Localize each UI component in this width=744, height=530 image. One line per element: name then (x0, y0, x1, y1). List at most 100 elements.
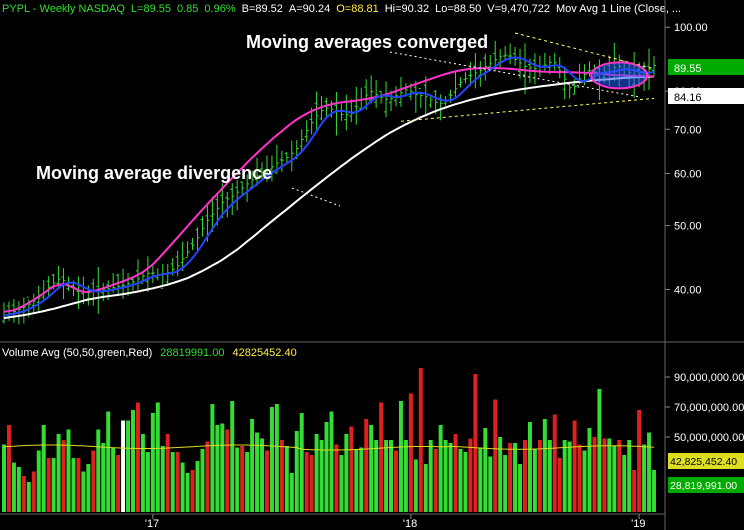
volume-bar (170, 452, 175, 512)
volume-bar (423, 464, 428, 512)
volume-bar (96, 429, 101, 512)
volume-bar (518, 464, 523, 512)
volume-bar (339, 455, 344, 512)
volume-bar (647, 432, 652, 512)
volume-bar (240, 446, 245, 512)
ma-line-slow (3, 75, 655, 320)
volume-bar (86, 464, 91, 512)
volume-bar (135, 402, 140, 512)
last-price-label: 89.55 (674, 63, 702, 75)
annotation-divergence: Moving average divergence (36, 163, 272, 183)
volume-bar (483, 428, 488, 512)
volume-bar (31, 471, 36, 512)
volume-bar (592, 437, 597, 512)
header-sep: - (30, 3, 40, 15)
ma-price-box (668, 88, 744, 104)
volume-bar (577, 444, 582, 512)
volume-bar (523, 440, 527, 512)
volume-bar (453, 434, 458, 512)
volume-axis-label: 70,000,000.00 (674, 402, 744, 414)
volume-bar (463, 452, 468, 512)
volume-header: Volume Avg (50,50,green,Red) 28819991.00 4… (2, 347, 297, 359)
volume-bar (111, 447, 116, 512)
volume-bar (101, 443, 106, 512)
volume-bar (642, 444, 647, 512)
volume-bar (537, 440, 542, 512)
header-period: Weekly (40, 3, 76, 15)
volume-bar (542, 419, 547, 512)
header-last: L=89.55 (131, 3, 171, 15)
volume-bar (582, 450, 587, 512)
volume-bar (612, 446, 617, 512)
volume-bar (587, 428, 592, 512)
volume-bar (349, 426, 354, 512)
price-axis-label: 50.00 (674, 221, 702, 233)
volume-bar (294, 431, 299, 512)
volume-bar (448, 443, 453, 512)
volume-bar (91, 450, 96, 512)
volume-bar (354, 449, 359, 512)
volume-bar (443, 440, 448, 512)
volume-bar (503, 455, 508, 512)
volume-bar (334, 444, 339, 512)
volume-average-label: 42,825,452.40 (670, 456, 737, 468)
volume-bar (205, 441, 210, 512)
volume-bar (11, 462, 16, 512)
volume-bar (329, 411, 334, 512)
volume-bar (145, 452, 150, 512)
volume-bar (150, 413, 155, 512)
volume-bar (200, 449, 205, 512)
volume-bar (284, 446, 289, 512)
trendline-lower (400, 97, 655, 122)
volume-header-current: 28819991.00 (160, 347, 224, 359)
volume-bar (567, 441, 572, 512)
volume-current-label: 28,819,991.00 (670, 480, 737, 492)
volume-bar (572, 420, 577, 512)
volume-bar (61, 440, 66, 512)
volume-bar (359, 447, 364, 512)
volume-bar (279, 440, 284, 512)
volume-bar (508, 443, 513, 512)
volume-bar (210, 404, 215, 512)
volume-bar (468, 438, 473, 512)
volume-bar (369, 425, 374, 512)
volume-bar (324, 422, 329, 512)
volume-bar (562, 440, 567, 512)
header-bid: B=89.52 (242, 3, 283, 15)
volume-bar (220, 423, 225, 512)
volume-bar (557, 458, 562, 512)
x-axis-label: '18 (403, 518, 417, 530)
volume-bar (180, 462, 185, 512)
volume-current-box (668, 477, 744, 493)
volume-pane: 50,000,000.00 70,000,000.00 90,000,000.00 (2, 368, 744, 512)
header-change: 0.85 (177, 3, 198, 15)
volume-bar (46, 458, 51, 512)
volume-bar (627, 440, 632, 512)
header-change-pct: 0.96% (204, 3, 235, 15)
volume-bar (121, 420, 126, 512)
ma-line-mid (3, 67, 655, 313)
header-exchange: NASDAQ (78, 3, 125, 15)
volume-bar (299, 413, 304, 512)
volume-bar (66, 429, 71, 512)
volume-bar (413, 459, 418, 512)
volume-bar (21, 476, 26, 512)
volume-bar (547, 440, 552, 512)
volume-axis-label: 90,000,000.00 (674, 372, 744, 384)
volume-bar (41, 425, 46, 512)
volume-bar (379, 402, 384, 512)
header-volume: V=9,470,722 (487, 3, 550, 15)
price-header: PYPL - Weekly NASDAQ L=89.55 0.85 0.96% B=89… (2, 3, 681, 15)
pointer-converged (389, 51, 641, 98)
convergence-ellipse (590, 61, 649, 90)
header-low: Lo=88.50 (435, 3, 481, 15)
volume-bar (637, 410, 642, 512)
volume-bar (428, 440, 433, 512)
volume-bar (56, 434, 61, 512)
volume-bar (16, 467, 21, 512)
volume-bar (250, 419, 255, 512)
volume-bar (140, 434, 145, 512)
price-axis-label: 70.00 (674, 124, 702, 136)
